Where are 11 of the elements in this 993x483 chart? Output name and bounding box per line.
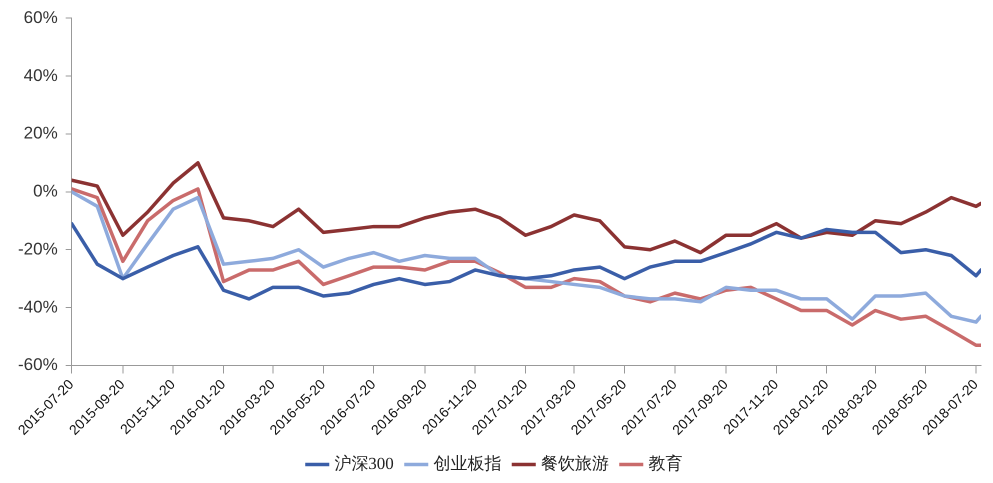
legend-label: 沪深300 — [334, 454, 394, 473]
legend-label: 教育 — [648, 454, 682, 473]
y-tick-label: 20% — [24, 124, 58, 143]
y-tick-label: 0% — [33, 182, 58, 201]
y-tick-label: 60% — [24, 8, 58, 27]
y-tick-label: -20% — [18, 239, 58, 258]
legend-label: 创业板指 — [433, 454, 502, 473]
y-tick-label: -60% — [18, 355, 58, 374]
y-tick-label: -40% — [18, 297, 58, 316]
y-tick-label: 40% — [24, 66, 58, 85]
legend-label: 餐饮旅游 — [540, 454, 609, 473]
